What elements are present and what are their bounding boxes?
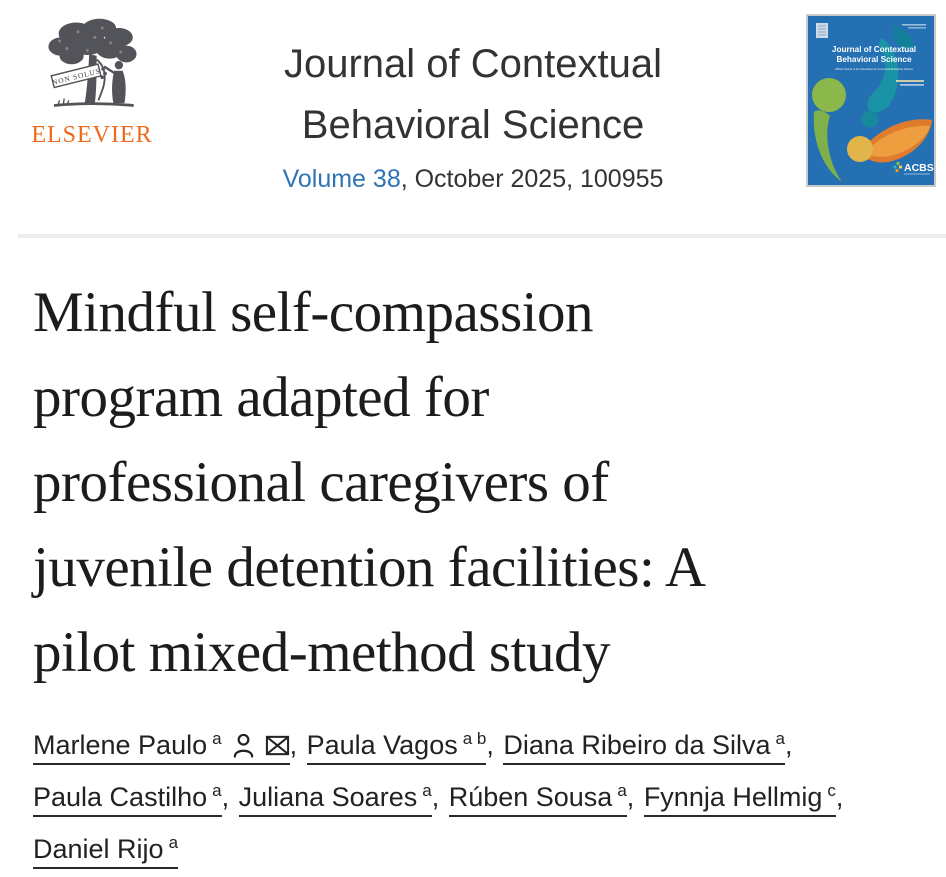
- author-link[interactable]: Marlene Paulo a: [33, 729, 290, 765]
- issue-info: , October 2025, 100955: [400, 165, 664, 193]
- journal-title-line1: Journal of Contextual: [283, 42, 662, 86]
- author-name: Juliana Soares: [238, 782, 418, 812]
- author-separator: ,: [431, 782, 447, 812]
- cover-title-line2: Behavioral Science: [836, 55, 912, 64]
- journal-cover-thumbnail[interactable]: Journal of Contextual Behavioral Science…: [806, 14, 936, 187]
- journal-title-link[interactable]: Journal of Contextual Behavioral Science: [283, 34, 664, 156]
- article-title-line: professional caregivers of: [33, 451, 609, 514]
- article-title-line: pilot mixed-method study: [33, 621, 610, 684]
- article-title-line: program adapted for: [33, 366, 489, 429]
- author-affiliation-superscript: a: [617, 781, 627, 800]
- author-link[interactable]: Paula Vagos a b: [306, 729, 487, 765]
- author-affiliation-superscript: a: [422, 781, 432, 800]
- author-name: Rúben Sousa: [448, 782, 613, 812]
- article-title-line: Mindful self-compassion: [33, 281, 594, 344]
- cover-subtitle: Official Journal of the Association for …: [835, 67, 914, 71]
- person-icon[interactable]: [222, 730, 256, 760]
- acbs-label: ACBS: [904, 162, 934, 174]
- elsevier-tree-icon: NON SOLUS: [48, 18, 137, 107]
- author-name: Marlene Paulo: [33, 730, 208, 760]
- author-affiliation-superscript: a: [212, 781, 222, 800]
- journal-cover-art: Journal of Contextual Behavioral Science…: [808, 16, 934, 185]
- author-separator: ,: [626, 782, 642, 812]
- cover-elsevier-mark: [816, 23, 828, 38]
- journal-title-line2: Behavioral Science: [301, 103, 645, 147]
- author-affiliation-superscript: a: [212, 729, 222, 748]
- author-separator: ,: [486, 730, 502, 760]
- email-icon[interactable]: [256, 730, 290, 760]
- volume-issue-line: Volume 38, October 2025, 100955: [283, 165, 664, 194]
- author-name: Diana Ribeiro da Silva: [503, 730, 771, 760]
- author-separator: ,: [784, 730, 793, 760]
- author-name: Paula Vagos: [306, 730, 458, 760]
- author-affiliation-superscript: a: [168, 833, 179, 852]
- author-name: Fynnja Hellmig: [643, 782, 823, 812]
- author-affiliation-superscript: a b: [462, 729, 487, 748]
- cover-volume-fineprint: [896, 80, 924, 82]
- cover-title-line1: Journal of Contextual: [832, 45, 916, 54]
- acbs-logo: ACBS: [893, 161, 934, 175]
- author-link[interactable]: Diana Ribeiro da Silva a: [503, 729, 785, 765]
- journal-header: NON SOLUS ELSEVIER Journal of Contextual…: [0, 0, 946, 234]
- author-name: Paula Castilho: [33, 782, 208, 812]
- author-link[interactable]: Paula Castilho a: [33, 781, 222, 817]
- article-main: Mindful self-compassion program adapted …: [0, 270, 946, 877]
- author-list: Marlene Paulo a, Paula Vagos a b, Diana Ri…: [33, 721, 941, 877]
- author-separator: ,: [221, 782, 237, 812]
- article-title: Mindful self-compassion program adapted …: [33, 270, 933, 695]
- elsevier-wordmark: ELSEVIER: [31, 122, 153, 148]
- volume-link[interactable]: Volume 38: [282, 165, 401, 193]
- header-divider: [18, 234, 946, 238]
- author-link[interactable]: Fynnja Hellmig c: [643, 781, 836, 817]
- elsevier-logo[interactable]: NON SOLUS ELSEVIER: [30, 14, 154, 149]
- article-title-line: juvenile detention facilities: A: [33, 536, 706, 599]
- author-link[interactable]: Juliana Soares a: [238, 781, 432, 817]
- author-separator: ,: [835, 782, 844, 812]
- cover-fineprint-top: [902, 24, 926, 26]
- author-affiliation-superscript: c: [827, 781, 836, 800]
- author-separator: ,: [289, 730, 305, 760]
- author-link[interactable]: Daniel Rijo a: [33, 833, 179, 869]
- author-link[interactable]: Rúben Sousa a: [448, 781, 627, 817]
- journal-meta: Journal of Contextual Behavioral Science…: [283, 34, 664, 194]
- author-name: Daniel Rijo: [33, 834, 164, 864]
- author-affiliation-superscript: a: [775, 729, 785, 748]
